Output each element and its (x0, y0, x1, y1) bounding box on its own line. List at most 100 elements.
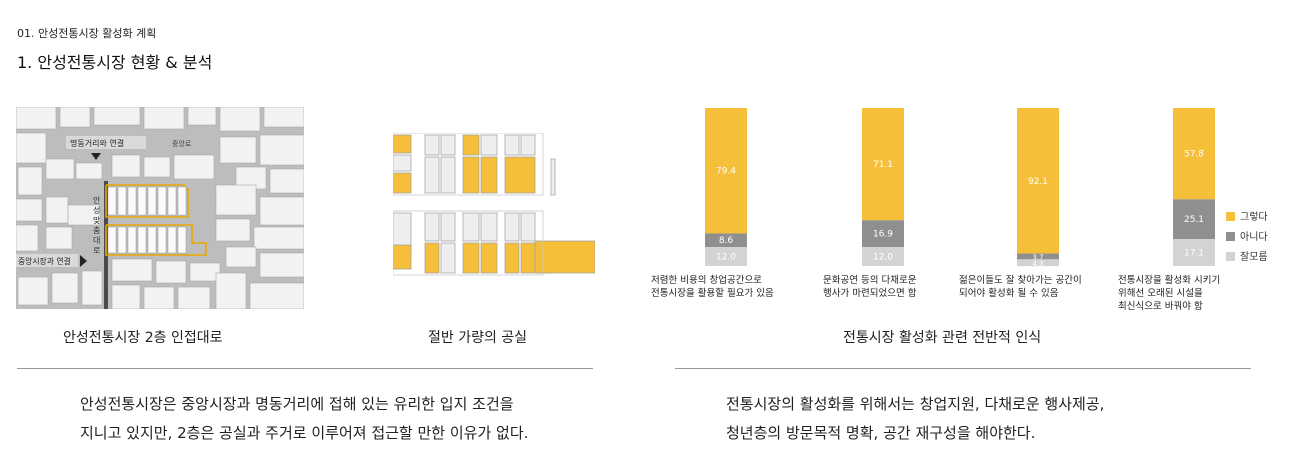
map-vertical-char: 성 (93, 206, 100, 215)
occupied-unit (440, 242, 456, 274)
page-title: 1. 안성전통시장 현황 & 분석 (17, 53, 213, 72)
map-building (155, 260, 187, 284)
map-building (143, 286, 175, 309)
bar-segment-아니다 (1017, 253, 1059, 260)
occupied-unit (520, 134, 536, 156)
map-building (143, 156, 171, 178)
summary-right: 전통시장의 활성화를 위해서는 창업지원, 다채로운 행사제공, 청년층의 방문… (726, 390, 1104, 448)
arrow-down-icon (91, 153, 101, 160)
bar-value-label: 3.7 (1032, 253, 1043, 261)
market-parcels-top (105, 184, 189, 218)
vacant-unit (393, 172, 412, 194)
map-building (51, 272, 79, 304)
bar-value-label: 8.6 (719, 236, 734, 246)
summary-left: 안성전통시장은 중앙시장과 명동거리에 접해 있는 유리한 입지 조건을 지니고… (80, 390, 528, 448)
bar-segment-잘모름 (1173, 238, 1215, 266)
map-vertical-char: 대 (93, 236, 100, 245)
bar-value-label: 71.1 (873, 160, 893, 170)
legend-swatch (1226, 252, 1235, 261)
map-building (173, 154, 215, 180)
market-stall (167, 226, 177, 254)
category-label: 문화공연 등의 다채로운 행사가 마련되었으면 함 (823, 275, 917, 299)
map-building (59, 107, 91, 128)
legend-swatch (1226, 232, 1235, 241)
category-label: 젊은이들도 잘 찾아가는 공간이 되어야 활성화 될 수 있음 (959, 274, 1082, 299)
market-stall (167, 186, 177, 216)
vacancy-diagram (393, 133, 595, 276)
summary-right-line: 청년층의 방문목적 명확, 공간 재구성을 해야한다. (726, 424, 1036, 442)
arrow-right-icon (80, 255, 87, 267)
occupied-unit (550, 158, 556, 196)
bar-segment-아니다 (1173, 199, 1215, 239)
map-vertical-char: 맞 (93, 215, 101, 225)
market-stall (117, 226, 127, 254)
market-stall (157, 226, 167, 254)
bar-value-label: 25.1 (1184, 215, 1204, 225)
occupied-unit (393, 154, 412, 172)
vacant-unit (504, 242, 520, 274)
perception-chart: 79.4 8.6 12.0 저렴한 비용의 창업공간으로 전통시장을 활용할 필요가 있… (651, 108, 1268, 312)
divider-right (675, 368, 1251, 369)
map-building (253, 226, 304, 250)
vacant-unit (504, 156, 536, 194)
vacant-unit (393, 244, 412, 270)
occupied-unit (480, 134, 498, 156)
occupied-unit (440, 156, 456, 194)
vacancy-caption: 절반 가량의 공실 (428, 330, 528, 346)
map-building (189, 262, 221, 282)
category-label: 전통시장을 활성화 시키기 위해선 오래된 시설을 최신식으로 바꿔야 함 (1118, 274, 1220, 312)
vacant-unit (534, 240, 595, 274)
bar-value-label: 17.1 (1184, 248, 1204, 258)
map-building (17, 276, 49, 306)
bar-value-label: 12.0 (716, 253, 736, 263)
map-building (259, 252, 304, 278)
section-kicker: 01. 안성전통시장 활성화 계획 (17, 27, 157, 40)
vacant-unit (462, 134, 480, 156)
bar-segment-아니다 (862, 220, 904, 248)
occupied-unit (440, 134, 456, 156)
map-building (215, 272, 247, 309)
bar-segment-그렇다 (1173, 108, 1215, 200)
vacant-unit (462, 156, 480, 194)
divider-left (17, 368, 593, 369)
map-building (269, 168, 304, 194)
map-building (17, 166, 43, 196)
market-parcel-grid (107, 186, 187, 254)
building-outline (393, 133, 544, 196)
occupied-unit (440, 212, 456, 242)
bar-segment-잘모름 (862, 247, 904, 266)
bar-value-label: 92.1 (1028, 177, 1048, 187)
market-stall (157, 186, 167, 216)
map-label-road: 중앙로 (172, 140, 192, 148)
market-stall (127, 186, 137, 216)
map-building (259, 196, 304, 226)
map-label-top: 명동거리와 연결 (70, 138, 124, 148)
category-label: 저렴한 비용의 창업공간으로 전통시장을 활용할 필요가 있음 (651, 274, 774, 299)
vacant-unit (480, 242, 498, 274)
occupied-unit (504, 212, 520, 242)
map-building-blocks (16, 107, 304, 309)
market-stall (177, 226, 187, 254)
market-stall (127, 226, 137, 254)
market-stall (147, 186, 157, 216)
vacancy-cells (393, 133, 595, 276)
chart-title: 전통시장 활성화 관련 전반적 인식 (843, 330, 1042, 346)
bar-value-label: 12.0 (873, 253, 893, 263)
building-outline (393, 210, 544, 276)
map-label-left: 중앙시장과 연결 (18, 256, 71, 266)
occupied-unit (424, 156, 440, 194)
map-building (215, 218, 251, 242)
market-stall (177, 186, 187, 216)
occupied-unit (424, 212, 440, 242)
map-building (16, 198, 43, 222)
legend-label: 그렇다 (1240, 210, 1268, 223)
map-building (259, 134, 304, 166)
vacant-unit (462, 242, 480, 274)
map-building (219, 136, 257, 164)
market-stall (147, 226, 157, 254)
map-building (16, 224, 39, 252)
map-label-vertical: 안 (93, 195, 101, 205)
